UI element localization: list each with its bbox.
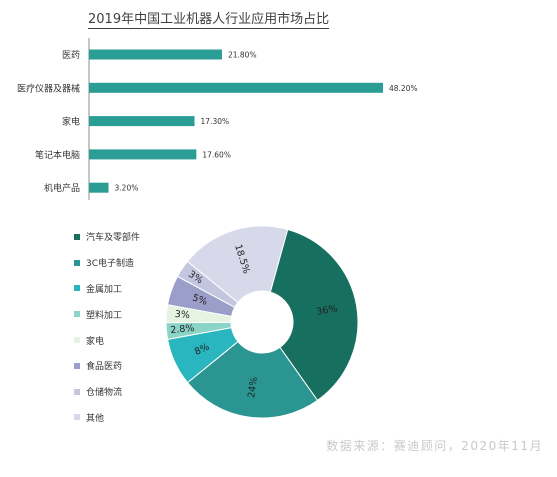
bar-chart: 医药 21.80% 医疗仪器及器械 48.20% 家电 17.30% 笔记本电脑 17.60%… bbox=[17, 49, 418, 194]
bar bbox=[89, 149, 197, 160]
legend-swatch bbox=[74, 337, 80, 344]
legend-item: 仓储物流 bbox=[74, 379, 140, 405]
bar-category-label: 笔记本电脑 bbox=[35, 149, 80, 161]
legend-item: 塑料加工 bbox=[74, 301, 140, 327]
bar-value-label: 17.30% bbox=[201, 117, 230, 126]
legend-swatch bbox=[74, 285, 80, 292]
legend-swatch bbox=[74, 388, 80, 395]
legend-label: 家电 bbox=[86, 336, 105, 347]
legend-item: 食品医药 bbox=[74, 353, 140, 379]
legend-item: 金属加工 bbox=[74, 276, 140, 302]
legend-swatch bbox=[74, 311, 80, 318]
source-note: 数据来源：赛迪顾问，2020年11月 bbox=[326, 439, 543, 453]
bar-value-label: 48.20% bbox=[389, 84, 418, 93]
legend-item: 家电 bbox=[74, 327, 140, 353]
bar-value-label: 21.80% bbox=[228, 51, 257, 60]
bar-chart-title: 2019年中国工业机器人行业应用市场占比 bbox=[88, 8, 330, 29]
legend-swatch bbox=[74, 259, 80, 266]
donut-value-label: 24% bbox=[246, 376, 260, 398]
donut-slice bbox=[269, 228, 359, 402]
legend-label: 食品医药 bbox=[86, 362, 123, 373]
legend-label: 塑料加工 bbox=[86, 310, 123, 321]
donut-slice bbox=[186, 340, 319, 419]
legend-label: 汽车及零部件 bbox=[86, 233, 141, 244]
bar-category-label: 医疗仪器及器械 bbox=[17, 82, 80, 94]
bar-value-label: 17.60% bbox=[202, 150, 231, 159]
donut-value-label: 5% bbox=[191, 292, 209, 307]
bar bbox=[89, 49, 222, 60]
legend-swatch bbox=[74, 233, 80, 240]
legend-item: 3C电子制造 bbox=[74, 250, 140, 276]
bar bbox=[89, 116, 195, 127]
bar-category-label: 机电产品 bbox=[44, 182, 80, 194]
legend-swatch bbox=[74, 362, 80, 369]
bar-value-label: 3.20% bbox=[115, 184, 139, 193]
bar-category-label: 家电 bbox=[62, 116, 80, 128]
legend-label: 仓储物流 bbox=[86, 388, 123, 399]
donut-chart: 36%24%8%2.8%3%5%3%18.5% bbox=[165, 225, 359, 419]
donut-value-label: 2.8% bbox=[170, 323, 195, 336]
donut-slice bbox=[186, 225, 289, 304]
legend-label: 金属加工 bbox=[86, 284, 123, 295]
donut-value-label: 36% bbox=[316, 303, 339, 317]
bar bbox=[89, 82, 383, 93]
legend-label: 3C电子制造 bbox=[86, 259, 135, 270]
donut-chart-legend: 汽车及零部件 3C电子制造 金属加工塑料加工家电食品医药仓储物流其他 bbox=[74, 224, 140, 430]
legend-swatch bbox=[74, 414, 80, 421]
legend-item: 其他 bbox=[74, 405, 140, 431]
legend-label: 其他 bbox=[86, 413, 105, 424]
donut-value-label: 3% bbox=[174, 309, 190, 321]
bar-category-label: 医药 bbox=[62, 50, 80, 61]
legend-item: 汽车及零部件 bbox=[74, 224, 140, 250]
bar bbox=[89, 182, 109, 193]
